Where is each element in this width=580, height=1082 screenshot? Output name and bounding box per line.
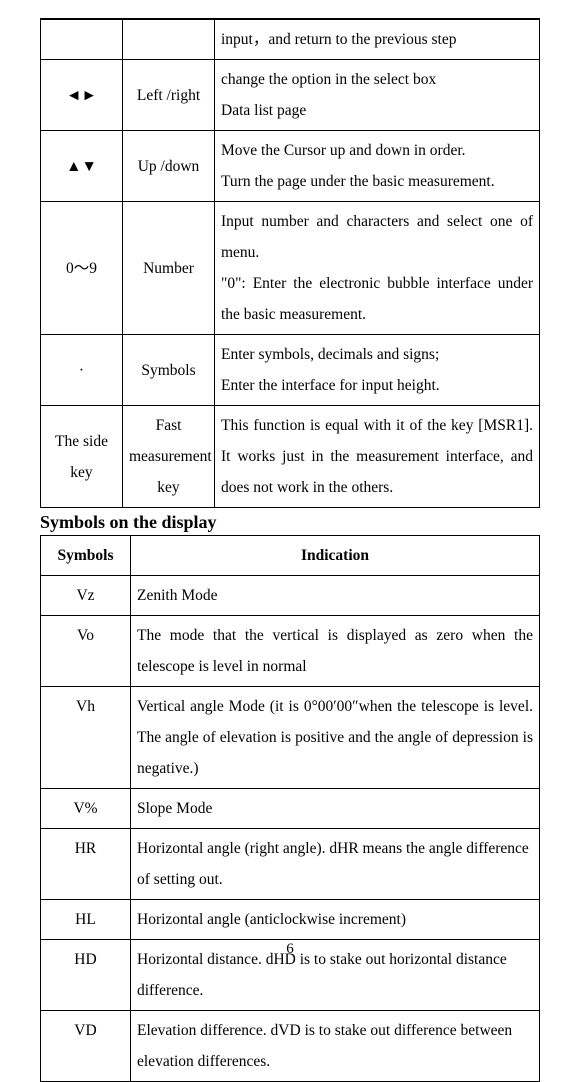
table-row: ·SymbolsEnter symbols, decimals and sign… <box>41 335 540 406</box>
table-row: HRHorizontal angle (right angle). dHR me… <box>41 829 540 900</box>
table-row: ◄►Left /rightchange the option in the se… <box>41 60 540 131</box>
desc-cell: Enter symbols, decimals and signs;Enter … <box>215 335 540 406</box>
indication-cell: Vertical angle Mode (it is 0°00′00″when … <box>131 687 540 789</box>
table-row: VzZenith Mode <box>41 576 540 616</box>
desc-cell: Move the Cursor up and down in order.Tur… <box>215 131 540 202</box>
table-row: VDElevation difference. dVD is to stake … <box>41 1011 540 1082</box>
key-cell: The side key <box>41 406 123 508</box>
table-row: The side keyFast measurement keyThis fun… <box>41 406 540 508</box>
name-cell: Left /right <box>123 60 215 131</box>
table-row: V%Slope Mode <box>41 789 540 829</box>
indication-cell: Slope Mode <box>131 789 540 829</box>
symbol-cell: Vh <box>41 687 131 789</box>
symbols-table: Symbols Indication VzZenith ModeVoThe mo… <box>40 535 540 1082</box>
desc-cell: Input number and characters and select o… <box>215 202 540 335</box>
key-cell: ◄► <box>41 60 123 131</box>
key-cell: ▲▼ <box>41 131 123 202</box>
table-row: HLHorizontal angle (anticlockwise increm… <box>41 900 540 940</box>
section-title: Symbols on the display <box>40 512 540 533</box>
desc-cell: input，and return to the previous step <box>215 20 540 60</box>
symbol-cell: Vo <box>41 616 131 687</box>
desc-cell: This function is equal with it of the ke… <box>215 406 540 508</box>
page-number: 6 <box>0 941 580 958</box>
key-cell: 0～9 <box>41 202 123 335</box>
table-row: 0～9NumberInput number and characters and… <box>41 202 540 335</box>
table-row: ▲▼Up /downMove the Cursor up and down in… <box>41 131 540 202</box>
keys-table: input，and return to the previous step◄►L… <box>40 19 540 508</box>
key-cell: · <box>41 335 123 406</box>
symbol-cell: HL <box>41 900 131 940</box>
indication-cell: The mode that the vertical is displayed … <box>131 616 540 687</box>
name-cell: Number <box>123 202 215 335</box>
indication-cell: Horizontal angle (right angle). dHR mean… <box>131 829 540 900</box>
symbol-cell: HR <box>41 829 131 900</box>
symbol-cell: VD <box>41 1011 131 1082</box>
indication-cell: Zenith Mode <box>131 576 540 616</box>
table-row: VhVertical angle Mode (it is 0°00′00″whe… <box>41 687 540 789</box>
indication-header: Indication <box>131 536 540 576</box>
table-row: input，and return to the previous step <box>41 20 540 60</box>
symbol-cell: Vz <box>41 576 131 616</box>
symbols-header: Symbols <box>41 536 131 576</box>
name-cell: Fast measurement key <box>123 406 215 508</box>
name-cell: Symbols <box>123 335 215 406</box>
indication-cell: Horizontal angle (anticlockwise incremen… <box>131 900 540 940</box>
indication-cell: Elevation difference. dVD is to stake ou… <box>131 1011 540 1082</box>
symbol-cell: V% <box>41 789 131 829</box>
desc-cell: change the option in the select boxData … <box>215 60 540 131</box>
name-cell: Up /down <box>123 131 215 202</box>
key-cell <box>41 20 123 60</box>
name-cell <box>123 20 215 60</box>
table-row: VoThe mode that the vertical is displaye… <box>41 616 540 687</box>
